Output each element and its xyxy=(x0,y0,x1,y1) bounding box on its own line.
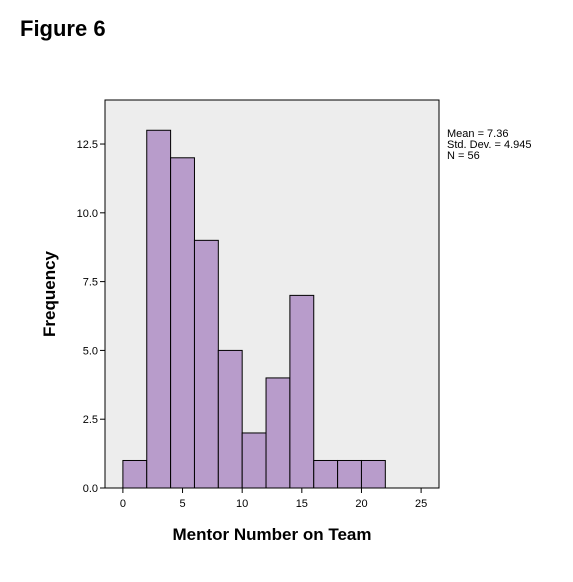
stat-line: N = 56 xyxy=(447,150,480,162)
histogram-bar xyxy=(193,239,219,489)
x-tick-label: 10 xyxy=(236,498,248,510)
histogram-bar xyxy=(170,157,195,489)
y-axis-title: Frequency xyxy=(40,250,59,337)
x-axis-ticks: 0 5 10 15 20 25 xyxy=(120,488,427,510)
histogram-bars xyxy=(122,129,386,489)
histogram-bar xyxy=(146,129,172,489)
histogram-bar xyxy=(122,459,148,489)
y-tick-label: 2.5 xyxy=(83,414,98,426)
y-axis-ticks: 0.0 2.5 5.0 7.5 10.0 12.5 xyxy=(77,139,105,495)
histogram-bar xyxy=(217,349,243,489)
x-tick-label: 0 xyxy=(120,498,126,510)
y-tick-label: 5.0 xyxy=(83,345,98,357)
x-axis-title: Mentor Number on Team xyxy=(173,525,372,544)
y-tick-label: 10.0 xyxy=(77,208,98,220)
histogram-bar xyxy=(337,459,362,489)
histogram-bar xyxy=(360,459,386,489)
y-tick-label: 12.5 xyxy=(77,139,98,151)
histogram-bar xyxy=(289,294,315,489)
x-tick-label: 20 xyxy=(355,498,367,510)
figure-title: Figure 6 xyxy=(20,16,106,41)
x-tick-label: 15 xyxy=(296,498,308,510)
histogram-bar xyxy=(265,377,291,489)
histogram-bar xyxy=(241,432,267,489)
x-tick-label: 5 xyxy=(179,498,185,510)
histogram-bar xyxy=(313,459,339,489)
y-tick-label: 7.5 xyxy=(83,277,98,289)
stat-line: Mean = 7.36 xyxy=(447,128,508,140)
stat-line: Std. Dev. = 4.945 xyxy=(447,139,532,151)
x-tick-label: 25 xyxy=(415,498,427,510)
y-tick-label: 0.0 xyxy=(83,483,98,495)
